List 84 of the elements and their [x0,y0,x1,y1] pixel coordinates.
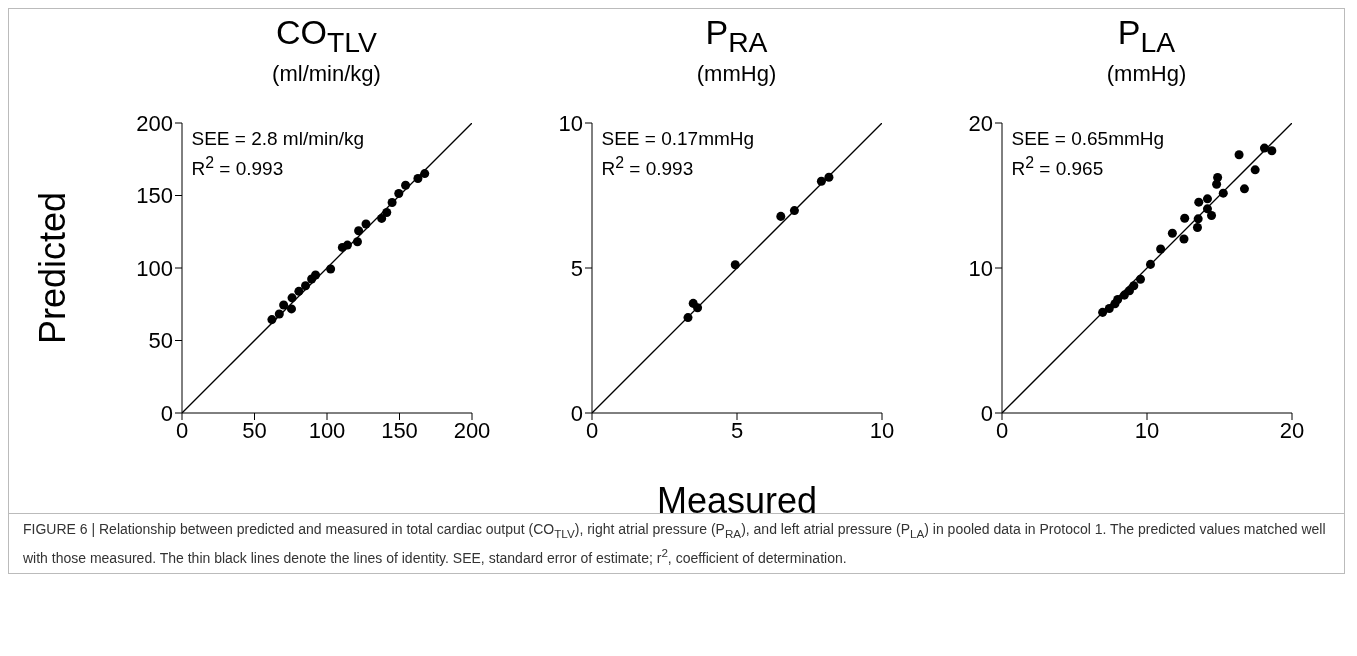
point [730,260,740,270]
point [775,211,785,221]
point [1259,143,1269,153]
chart-subtitle: (ml/min/kg) [271,60,382,87]
y-tick-label: 20 [968,110,993,136]
chart-title: P$_{RA}$ [704,13,769,60]
point [381,207,391,217]
point [353,226,363,236]
point [310,270,320,280]
x-tick-label: 100 [308,417,345,443]
point [387,197,397,207]
point [1167,228,1177,238]
point [682,313,692,323]
x-tick-label: 5 [730,417,743,443]
point [342,240,352,250]
point [1135,274,1145,284]
y-tick-label: 150 [135,183,173,209]
point [400,180,410,190]
x-tick-label: 200 [453,417,490,443]
chart-title: CO$_{TLV}$ [275,13,378,60]
point [1128,281,1138,291]
y-tick-label: 5 [570,255,583,281]
point [274,309,284,319]
point [266,315,276,325]
chart-title: P$_{LA}$ [1116,13,1177,60]
point [816,176,826,186]
point [278,300,288,310]
y-tick-label: 10 [968,255,993,281]
x-axis-title: Measured [656,480,817,521]
y-axis-title: Predicted [31,191,73,345]
point [1212,173,1222,183]
point [1193,214,1203,224]
point [1097,307,1107,317]
point [1104,303,1114,313]
point [688,298,698,308]
x-tick-label: 150 [380,417,418,443]
annotation: SEE = 0.65mmHg [1011,127,1165,151]
point [360,219,371,229]
point [1192,223,1202,233]
chart-subtitle: (mmHg) [695,60,778,87]
x-tick-label: 10 [869,417,894,443]
text: FIGURE 6 | Relationship between predicted and measured in total cardiac output (CO$_{TLV}$), right atrial pressure (P$_{RA}$), and left atrial pressure (P$_{LA}$) in pooled data in Protocol 1. The predicted values matched well with those measured. The thin black lines denote the lines of identity. SEE, standard error of estimate; r$^{2}$, coefficient of determination. [23,521,1326,566]
y-tick-label: 100 [135,255,173,281]
x-tick-label: 50 [241,417,267,443]
point [1202,194,1212,204]
point [1239,184,1249,194]
point [823,172,833,182]
point [1179,213,1189,223]
y-tick-label: 10 [558,110,583,136]
point [789,206,799,216]
point [1234,150,1244,160]
x-tick-label: 10 [1134,417,1159,443]
annotation: SEE = 0.17mmHg [601,127,755,151]
point [1250,165,1260,175]
point [286,304,296,314]
annotation: SEE = 2.8 ml/min/kg [191,127,365,151]
point [1178,234,1188,244]
chart-subtitle: (mmHg) [1105,60,1188,87]
x-tick-label: 20 [1279,417,1304,443]
point [393,188,403,198]
annotation: R$^{2}$ = 0.965 [1011,153,1105,182]
annotation: R$^{2}$ = 0.993 [191,153,285,182]
point [1266,146,1276,156]
y-tick-label: 200 [135,110,173,136]
annotation: R$^{2}$ = 0.993 [601,153,695,182]
point [352,237,362,247]
point [287,293,297,303]
point [376,213,386,223]
point [325,264,335,274]
point [412,174,422,184]
point [419,169,429,179]
point [1202,204,1212,214]
point [1206,211,1216,221]
point [1145,259,1155,269]
y-tick-label: 0 [980,400,993,426]
y-tick-label: 0 [570,400,583,426]
point [1155,244,1165,254]
point [1218,188,1228,198]
point [300,281,310,291]
point [293,286,303,296]
y-tick-label: 0 [160,400,173,426]
y-tick-label: 50 [148,328,173,354]
point [1112,294,1122,304]
point [1193,197,1203,207]
